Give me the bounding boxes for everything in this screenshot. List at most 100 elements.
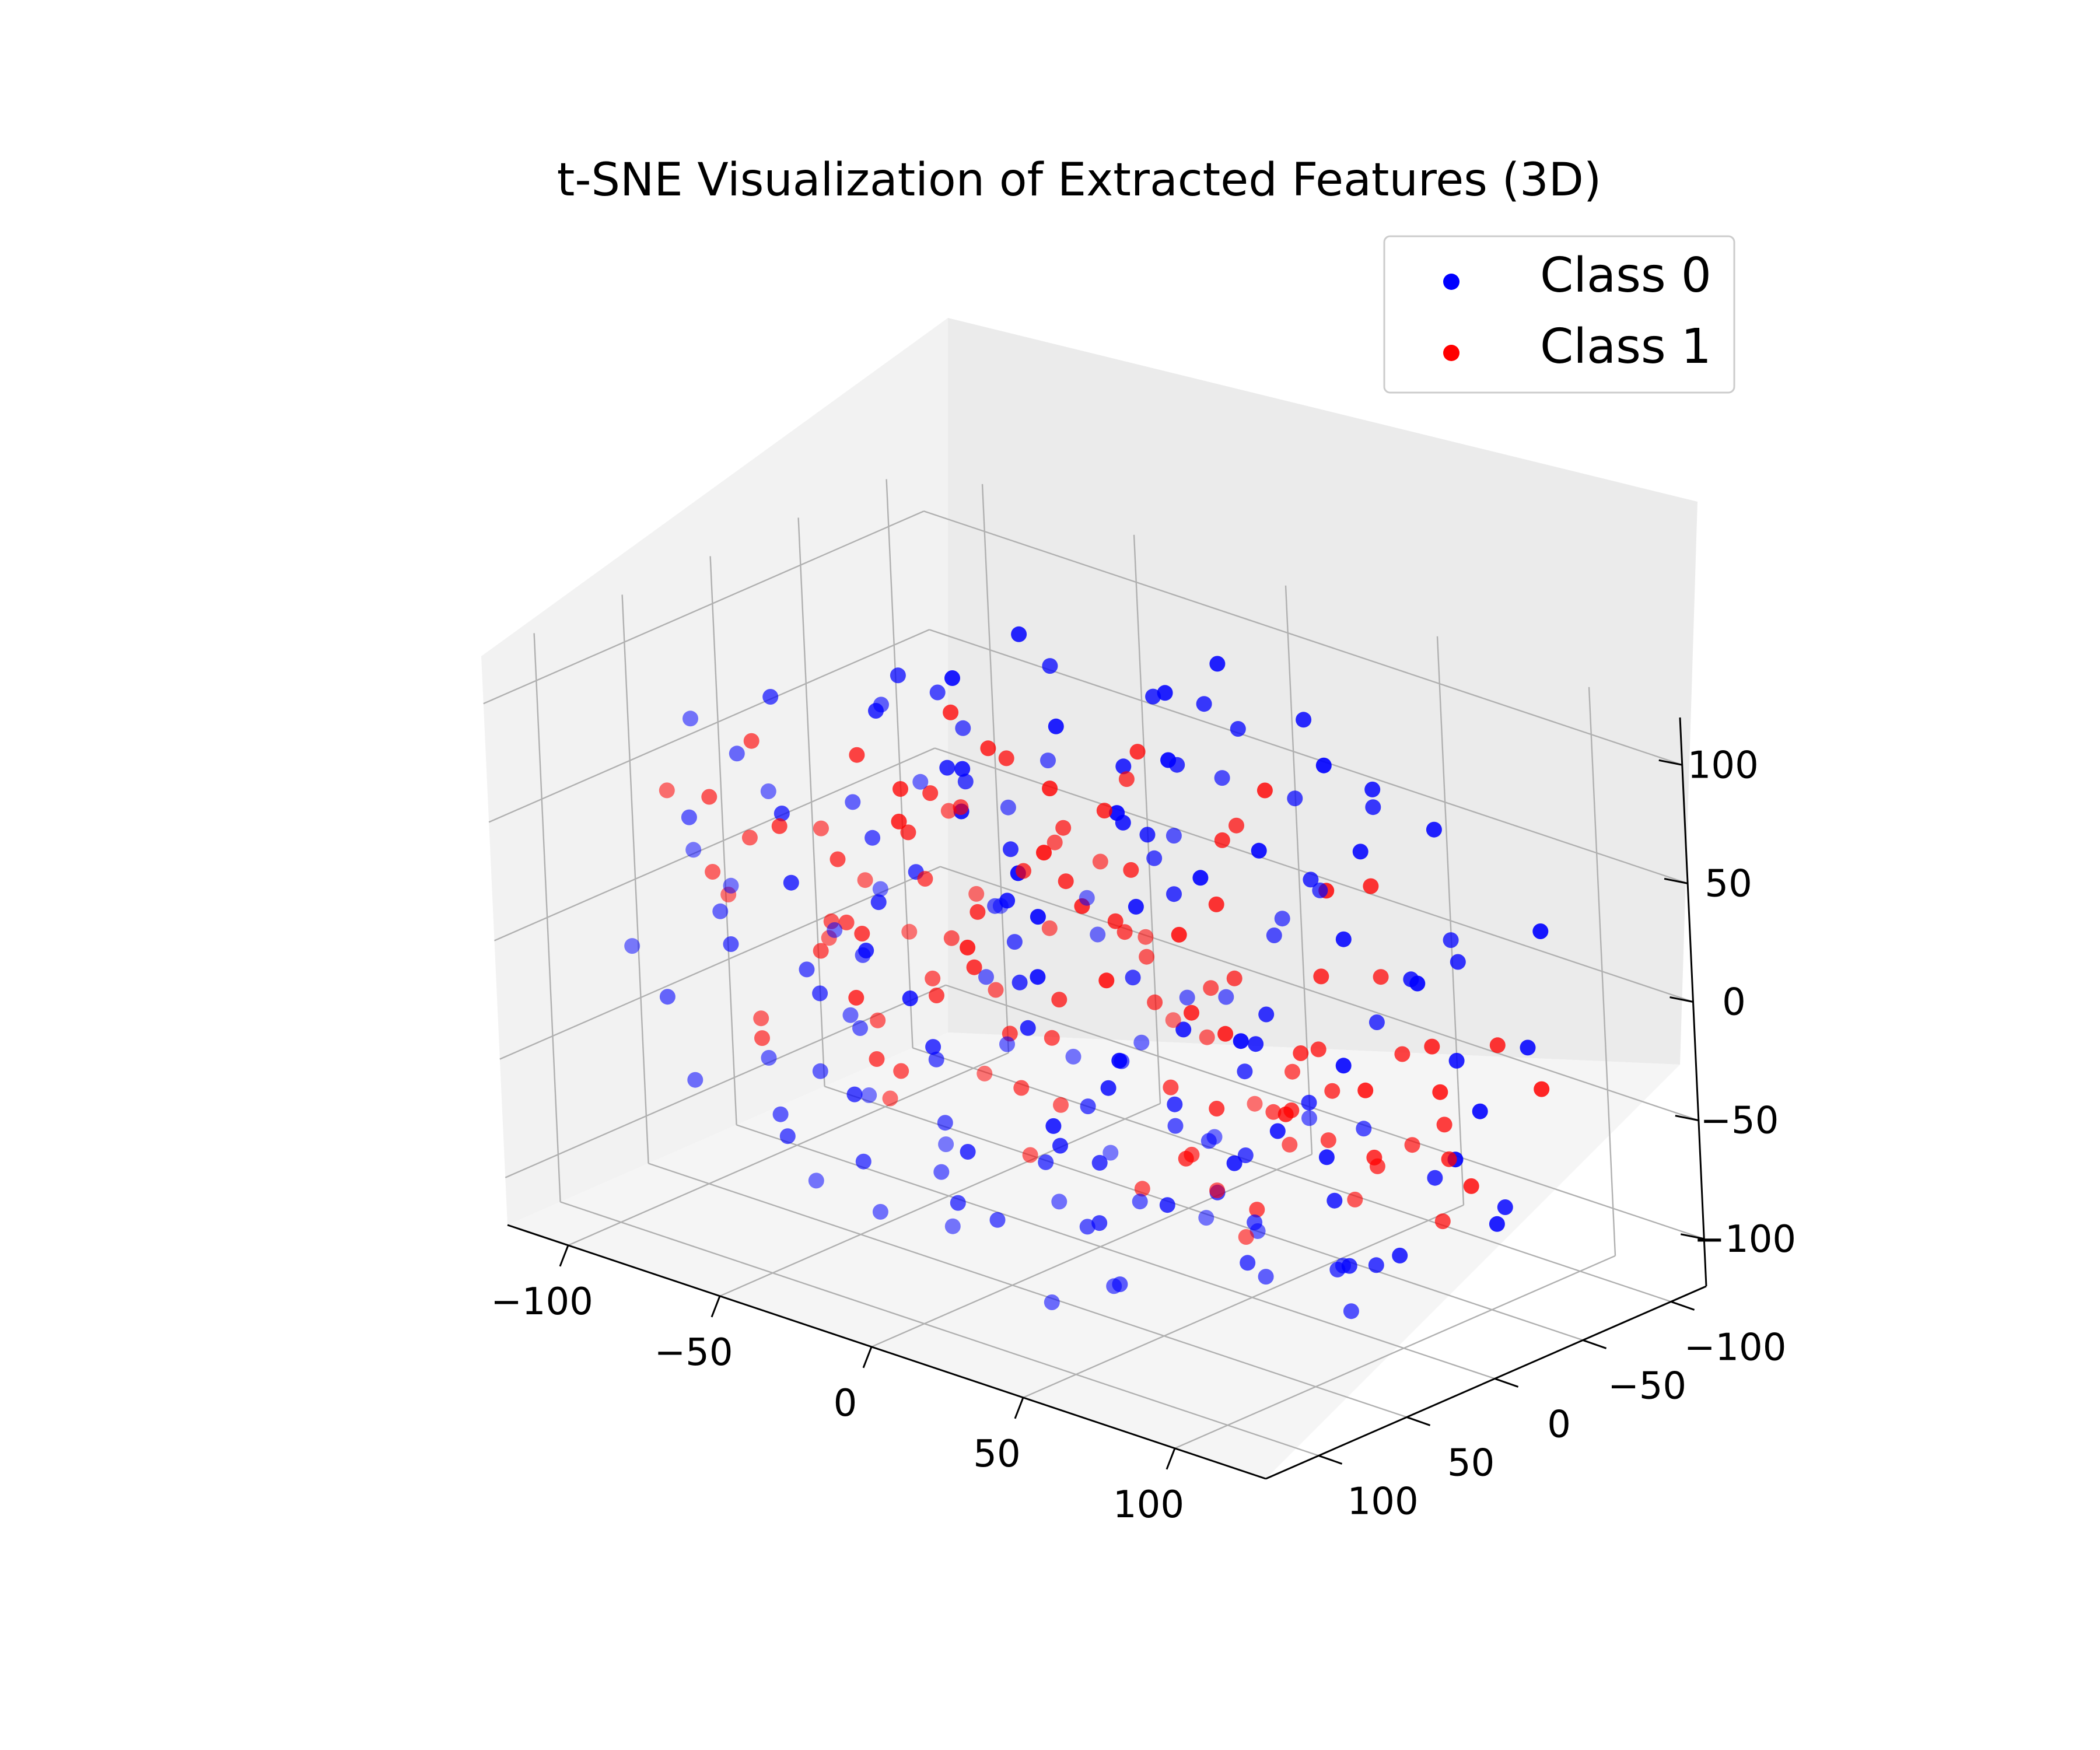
- data-point-class-0: [1044, 1294, 1060, 1310]
- x-tick-mark: [1166, 1448, 1176, 1470]
- data-point-class-0: [1000, 799, 1016, 816]
- data-point-class-0: [1303, 872, 1319, 888]
- data-point-class-0: [1301, 1110, 1317, 1126]
- data-point-class-0: [845, 794, 861, 810]
- data-point-class-0: [1426, 821, 1442, 838]
- y-tick-mark: [1406, 1416, 1431, 1426]
- data-point-class-1: [1534, 1081, 1550, 1097]
- data-point-class-0: [682, 710, 698, 727]
- data-point-class-0: [912, 774, 929, 790]
- data-point-class-1: [1139, 949, 1155, 965]
- data-point-class-1: [1293, 1045, 1309, 1061]
- data-point-class-0: [1052, 1138, 1068, 1154]
- data-point-class-0: [659, 989, 676, 1005]
- data-point-class-1: [1165, 1012, 1181, 1028]
- data-point-class-0: [1520, 1040, 1536, 1056]
- data-point-class-0: [1179, 989, 1195, 1006]
- data-point-class-0: [960, 1144, 976, 1160]
- data-point-class-0: [1233, 1033, 1249, 1049]
- data-point-class-0: [1318, 1149, 1335, 1166]
- data-point-class-0: [1214, 770, 1230, 786]
- z-tick-mark: [1675, 1115, 1699, 1122]
- grid-lines: [483, 479, 1704, 1457]
- data-point-class-0: [723, 936, 739, 952]
- data-point-class-1: [1051, 992, 1068, 1008]
- data-point-class-1: [1310, 1041, 1326, 1058]
- grid-line-x-floor: [568, 1052, 1009, 1246]
- data-point-class-0: [999, 1036, 1015, 1052]
- data-point-class-0: [1365, 799, 1381, 816]
- data-point-class-1: [891, 813, 907, 830]
- data-point-class-1: [1238, 1229, 1254, 1245]
- data-point-class-1: [1147, 994, 1163, 1010]
- data-point-class-1: [1489, 1037, 1506, 1054]
- data-point-class-0: [1335, 1058, 1352, 1074]
- grid-line-z-left: [483, 510, 925, 705]
- data-point-class-1: [966, 959, 982, 975]
- data-point-class-0: [1326, 1192, 1343, 1209]
- data-point-class-0: [978, 969, 994, 985]
- data-point-class-1: [1098, 972, 1115, 989]
- data-point-class-1: [848, 989, 864, 1006]
- y-tick-mark: [1494, 1377, 1519, 1388]
- data-point-class-0: [1443, 932, 1459, 949]
- data-point-class-0: [1146, 850, 1163, 866]
- data-point-class-0: [1192, 870, 1209, 886]
- data-point-class-0: [890, 667, 906, 684]
- data-point-class-0: [1114, 1053, 1130, 1069]
- data-point-class-0: [1206, 1129, 1223, 1145]
- data-point-class-1: [838, 914, 855, 930]
- legend-box: [1383, 235, 1735, 394]
- data-point-class-0: [861, 1087, 877, 1103]
- data-point-class-1: [988, 982, 1004, 998]
- data-point-class-0: [1091, 1215, 1108, 1231]
- data-point-class-0: [1209, 656, 1226, 672]
- data-point-class-0: [1489, 1216, 1505, 1232]
- data-point-class-0: [1392, 1247, 1408, 1264]
- y-tick-label: 100: [1348, 1480, 1419, 1523]
- data-point-class-1: [1209, 1182, 1225, 1199]
- data-point-class-0: [1251, 842, 1267, 859]
- x-tick-mark: [710, 1296, 721, 1318]
- legend: Class 0 Class 1: [1383, 235, 1735, 394]
- data-point-class-0: [712, 903, 729, 919]
- data-point-class-0: [1472, 1103, 1488, 1119]
- data-point-class-0: [954, 761, 971, 777]
- data-point-class-0: [1133, 1034, 1150, 1051]
- data-point-class-1: [1228, 817, 1244, 834]
- data-point-class-0: [1080, 1098, 1096, 1115]
- axes: [507, 717, 1707, 1480]
- data-point-class-1: [1284, 1063, 1300, 1080]
- data-point-class-0: [779, 1128, 796, 1144]
- data-point-class-1: [1434, 1213, 1451, 1230]
- data-point-class-0: [944, 670, 960, 686]
- data-point-class-0: [870, 894, 887, 911]
- data-point-class-0: [1006, 934, 1023, 950]
- data-point-class-0: [1159, 1197, 1175, 1213]
- data-point-class-1: [922, 785, 939, 802]
- data-point-class-1: [953, 799, 969, 816]
- data-point-class-1: [1373, 969, 1389, 985]
- data-point-class-1: [917, 871, 933, 887]
- data-point-class-0: [855, 1153, 872, 1170]
- data-point-class-0: [933, 1164, 950, 1180]
- data-point-class-1: [929, 988, 944, 1003]
- data-point-class-0: [1230, 721, 1246, 737]
- data-point-class-0: [1196, 696, 1212, 712]
- data-point-class-1: [869, 1051, 885, 1067]
- data-point-class-1: [1369, 1158, 1385, 1174]
- data-point-class-0: [1258, 1006, 1275, 1023]
- data-point-class-0: [1296, 712, 1312, 728]
- data-point-class-1: [1209, 1101, 1225, 1116]
- data-point-class-1: [813, 820, 829, 836]
- data-point-class-1: [1116, 924, 1133, 940]
- data-point-class-0: [1266, 928, 1282, 943]
- data-point-class-1: [1265, 1104, 1282, 1120]
- data-point-class-1: [743, 733, 760, 749]
- data-point-class-1: [754, 1030, 770, 1046]
- data-point-class-0: [1125, 970, 1141, 986]
- data-point-class-0: [1352, 844, 1368, 860]
- y-axis-line: [1265, 1285, 1707, 1480]
- data-point-class-1: [1058, 873, 1074, 890]
- data-point-class-0: [1218, 989, 1234, 1005]
